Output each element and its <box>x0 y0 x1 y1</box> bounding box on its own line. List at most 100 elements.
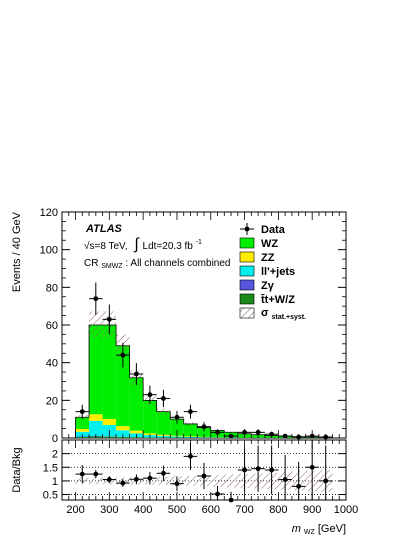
legend-label-ttbar: t̄t+W/Z <box>261 294 295 306</box>
bar-4-1 <box>89 325 103 415</box>
ratio-y-tick-label-1: 1 <box>52 476 58 488</box>
band-label-main: σ <box>261 307 269 319</box>
band-label-sub: stat.+syst. <box>272 314 306 321</box>
x-tick-label-2: 400 <box>134 504 152 516</box>
bar-4-7 <box>170 419 184 436</box>
lumi-integral: ∫ <box>133 236 140 253</box>
ratio-y-tick-label-2: 1.5 <box>43 462 58 474</box>
ratio-band-10 <box>210 474 225 487</box>
bar-4-4 <box>129 377 144 431</box>
ratio-point-1 <box>93 471 99 477</box>
bar-3-3 <box>116 426 130 431</box>
legend-label-lljets: ll'+jets <box>261 266 295 278</box>
ratio-panel: 0.5 1 1.52 200 300 400 500 600 700 800 900 1000 Da… <box>11 439 358 536</box>
bar-3-1 <box>89 414 103 421</box>
legend-label-zz: ZZ <box>261 252 275 264</box>
y-tick-label-6: 120 <box>40 207 58 219</box>
ratio-points <box>75 440 333 503</box>
bar-3-0 <box>75 428 90 432</box>
ratio-band-8 <box>183 476 198 486</box>
ratio-x-axis: 200 300 400 500 600 700 800 900 1000 <box>66 440 358 516</box>
data-point-3 <box>120 352 126 358</box>
ratio-band-11 <box>224 474 238 488</box>
region-sub: SMWZ <box>101 263 123 270</box>
x-tick-label-0: 200 <box>66 504 84 516</box>
region-main: CR <box>84 258 98 269</box>
ratio-point-2 <box>106 477 112 482</box>
x-tick-label-5: 700 <box>235 504 253 516</box>
ratio-point-9 <box>201 473 207 479</box>
legend-label-band: σ stat.+syst. <box>261 307 306 321</box>
legend-entry-data: Data <box>240 223 286 236</box>
band-11 <box>224 431 238 433</box>
legend-entry-zz: ZZ <box>239 251 275 264</box>
region-label: CR SMWZ : All channels combined <box>84 258 230 271</box>
ratio-point-3 <box>120 480 126 486</box>
band-8 <box>183 422 198 426</box>
bar-4-3 <box>116 345 130 427</box>
ratio-point-6 <box>161 470 166 476</box>
main-y-axis-title: Events / 40 GeV <box>11 211 23 292</box>
data-point-1 <box>93 296 99 302</box>
y-tick-label-1: 20 <box>46 395 58 407</box>
legend: Data WZ ZZ ll'+jets Zγ t̄t+W/Z <box>239 223 306 321</box>
ratio-point-0 <box>79 471 85 477</box>
ratio-y-tick-label-0: 0.5 <box>43 490 58 502</box>
atlas-label: ATLAS <box>85 223 123 235</box>
x-axis-title-sub: WZ <box>304 529 316 536</box>
ratio-point-5 <box>147 475 153 481</box>
bar-4-9 <box>197 427 211 437</box>
x-tick-label-6: 800 <box>269 504 287 516</box>
ratio-point-16 <box>296 483 302 489</box>
ratio-y-axis-title: Data/Bkg <box>11 447 23 492</box>
bar-4-8 <box>183 423 198 437</box>
ratio-point-18 <box>323 478 329 484</box>
ratio-y-tick-label-3: 2 <box>52 449 58 461</box>
legend-entry-band: σ stat.+syst. <box>239 307 306 321</box>
y-tick-label-3: 60 <box>46 320 58 332</box>
bar-4-6 <box>156 411 171 435</box>
ratio-point-10 <box>215 491 220 497</box>
bar-4-5 <box>143 400 157 434</box>
energy-label: √s=8 TeV, ∫ Ldt=20.3 fb -1 <box>84 236 202 253</box>
y-tick-label-4: 80 <box>46 282 58 294</box>
data-point-0 <box>79 409 85 415</box>
stacked-histogram <box>75 324 333 438</box>
ratio-point-4 <box>133 476 139 482</box>
data-point-2 <box>106 316 112 322</box>
bar-4-2 <box>102 325 117 419</box>
bar-2-3 <box>116 430 130 437</box>
ratio-point-14 <box>269 467 275 473</box>
region-rest: : All channels combined <box>125 258 230 269</box>
ratio-band-1 <box>89 477 103 485</box>
data-point-6 <box>161 396 166 401</box>
data-point-7 <box>174 414 180 420</box>
legend-entry-ttbar: t̄t+W/Z <box>239 293 295 306</box>
legend-entry-lljets: ll'+jets <box>239 265 295 278</box>
energy-text: √s=8 TeV, <box>84 240 128 252</box>
ratio-point-15 <box>282 477 288 482</box>
band-1 <box>89 311 103 339</box>
main-y-axis: 0 20 40 60 80 100 120 <box>40 207 346 445</box>
data-point-4 <box>133 371 139 377</box>
x-tick-label-4: 600 <box>202 504 220 516</box>
band-6 <box>156 408 171 415</box>
x-tick-label-8: 1000 <box>334 504 358 516</box>
ratio-point-8 <box>188 453 193 459</box>
bar-3-4 <box>129 430 144 434</box>
x-tick-label-3: 500 <box>168 504 186 516</box>
legend-label-zgamma: Zγ <box>261 280 275 292</box>
y-tick-label-2: 40 <box>46 358 58 370</box>
x-tick-label-1: 300 <box>100 504 118 516</box>
data-point-13 <box>255 429 261 435</box>
legend-label-wz: WZ <box>261 238 278 250</box>
lumi-exponent: -1 <box>196 239 202 246</box>
ratio-point-7 <box>174 481 180 487</box>
x-axis-title-unit: [GeV] <box>318 523 346 535</box>
data-point-10 <box>215 429 220 435</box>
main-panel: 0 20 40 60 80 100 120 Events / 40 GeV ATLAS √s… <box>11 207 347 445</box>
main-x-ticks <box>68 212 347 438</box>
data-point-9 <box>201 424 207 430</box>
legend-entry-zgamma: Zγ <box>239 279 275 292</box>
